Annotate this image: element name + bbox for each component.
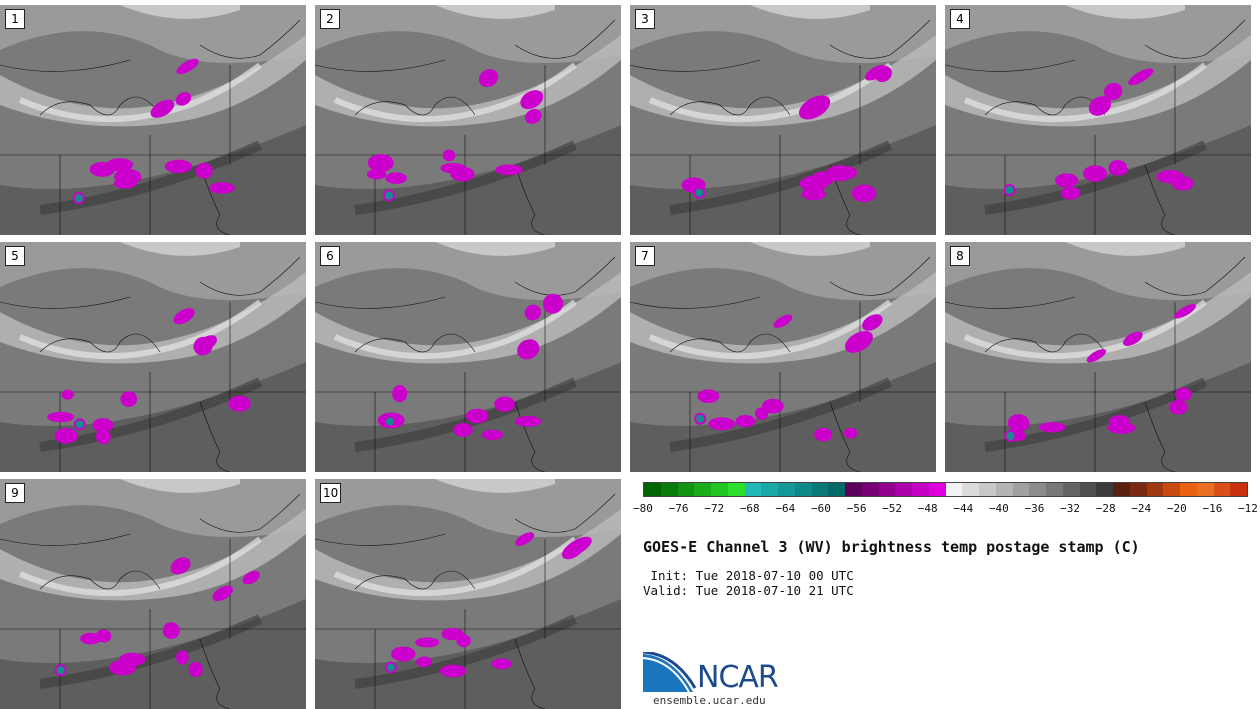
colorbar-swatch xyxy=(878,483,896,496)
colorbar-tick-label: −48 xyxy=(917,502,938,515)
panel-number: 4 xyxy=(950,9,970,29)
colorbar-tick-label: −80 xyxy=(633,502,653,515)
colorbar-swatch xyxy=(995,483,1013,496)
postage-stamp-panel: 1 xyxy=(0,5,306,235)
colorbar-swatch xyxy=(1079,483,1097,496)
colorbar-swatch xyxy=(778,483,795,496)
map-image xyxy=(945,5,1251,235)
map-image xyxy=(630,242,936,472)
ncar-logo-icon xyxy=(643,652,697,693)
colorbar-tick-label: −40 xyxy=(988,502,1009,515)
colorbar-swatch xyxy=(828,483,845,496)
init-time: Init: Tue 2018-07-10 00 UTC xyxy=(643,568,854,583)
colorbar-swatch xyxy=(895,483,912,496)
site-url: ensemble.ucar.edu xyxy=(653,694,766,707)
colorbar-tick-label: −28 xyxy=(1095,502,1116,515)
panel-number: 8 xyxy=(950,246,970,266)
colorbar-swatch xyxy=(912,483,929,496)
colorbar-swatch xyxy=(694,483,711,496)
map-image xyxy=(315,5,621,235)
colorbar-swatch xyxy=(644,483,661,496)
panel-number: 10 xyxy=(320,483,342,503)
colorbar-swatch xyxy=(1163,483,1180,496)
colorbar-swatch xyxy=(711,483,728,496)
colorbar-swatch xyxy=(1146,483,1164,496)
map-image xyxy=(945,242,1251,472)
colorbar-tick-label: −72 xyxy=(704,502,725,515)
colorbar-swatch xyxy=(1213,483,1231,496)
colorbar-swatch xyxy=(1230,483,1247,496)
colorbar-swatch xyxy=(660,483,678,496)
map-image xyxy=(0,479,306,709)
colorbar-swatch xyxy=(1129,483,1147,496)
colorbar-swatch xyxy=(928,483,946,496)
colorbar-tick-label: −60 xyxy=(811,502,831,515)
panel-number: 7 xyxy=(635,246,655,266)
colorbar-ticks: −80 −76 −72 −68 −64 −60 −56 −52 −48 −44 −40 −36 −32 −… xyxy=(633,502,1258,518)
panel-number: 3 xyxy=(635,9,655,29)
postage-stamp-panel: 9 xyxy=(0,479,306,709)
colorbar-swatch xyxy=(845,483,862,496)
colorbar-swatch xyxy=(945,483,963,496)
colorbar-swatch xyxy=(1196,483,1214,496)
map-image xyxy=(315,242,621,472)
colorbar-tick-label: −44 xyxy=(953,502,974,515)
colorbar-tick-label: −36 xyxy=(1024,502,1045,515)
colorbar-swatch xyxy=(979,483,996,496)
colorbar-tick-label: −52 xyxy=(882,502,903,515)
panel-number: 9 xyxy=(5,483,25,503)
postage-stamp-panel: 2 xyxy=(315,5,621,235)
postage-stamp-panel: 10 xyxy=(315,479,621,709)
colorbar-tick-label: −32 xyxy=(1060,502,1080,515)
panel-number: 5 xyxy=(5,246,25,266)
colorbar-swatch xyxy=(1180,483,1197,496)
colorbar-tick-label: −12 xyxy=(1238,502,1258,515)
colorbar-swatch xyxy=(1046,483,1063,496)
colorbar-swatch xyxy=(1113,483,1130,496)
map-image xyxy=(630,5,936,235)
ncar-logo-text: NCAR xyxy=(697,660,779,695)
map-image xyxy=(0,5,306,235)
postage-stamp-panel: 8 xyxy=(945,242,1251,472)
colorbar-swatch xyxy=(1096,483,1113,496)
map-image xyxy=(0,242,306,472)
colorbar-swatch xyxy=(727,483,745,496)
colorbar-swatch xyxy=(677,483,695,496)
colorbar-swatch xyxy=(962,483,979,496)
colorbar-swatch xyxy=(761,483,778,496)
postage-stamp-panel: 5 xyxy=(0,242,306,472)
map-image xyxy=(315,479,621,709)
panel-number: 2 xyxy=(320,9,340,29)
colorbar-tick-label: −64 xyxy=(775,502,796,515)
colorbar-swatch xyxy=(811,483,829,496)
colorbar-swatch xyxy=(1062,483,1080,496)
postage-stamp-panel: 4 xyxy=(945,5,1251,235)
colorbar-swatch xyxy=(861,483,879,496)
figure-title: GOES-E Channel 3 (WV) brightness temp po… xyxy=(643,538,1140,556)
colorbar-swatch xyxy=(794,483,812,496)
panel-number: 1 xyxy=(5,9,25,29)
colorbar xyxy=(643,482,1248,497)
colorbar-swatch xyxy=(1012,483,1030,496)
colorbar-swatch xyxy=(744,483,762,496)
colorbar-swatch xyxy=(1029,483,1046,496)
colorbar-tick-label: −68 xyxy=(739,502,760,515)
colorbar-tick-label: −20 xyxy=(1166,502,1187,515)
colorbar-tick-label: −24 xyxy=(1131,502,1152,515)
colorbar-tick-label: −56 xyxy=(846,502,867,515)
panel-number: 6 xyxy=(320,246,340,266)
valid-time: Valid: Tue 2018-07-10 21 UTC xyxy=(643,583,854,598)
colorbar-tick-label: −16 xyxy=(1202,502,1223,515)
postage-stamp-panel: 3 xyxy=(630,5,936,235)
colorbar-tick-label: −76 xyxy=(668,502,689,515)
postage-stamp-panel: 6 xyxy=(315,242,621,472)
postage-stamp-panel: 7 xyxy=(630,242,936,472)
